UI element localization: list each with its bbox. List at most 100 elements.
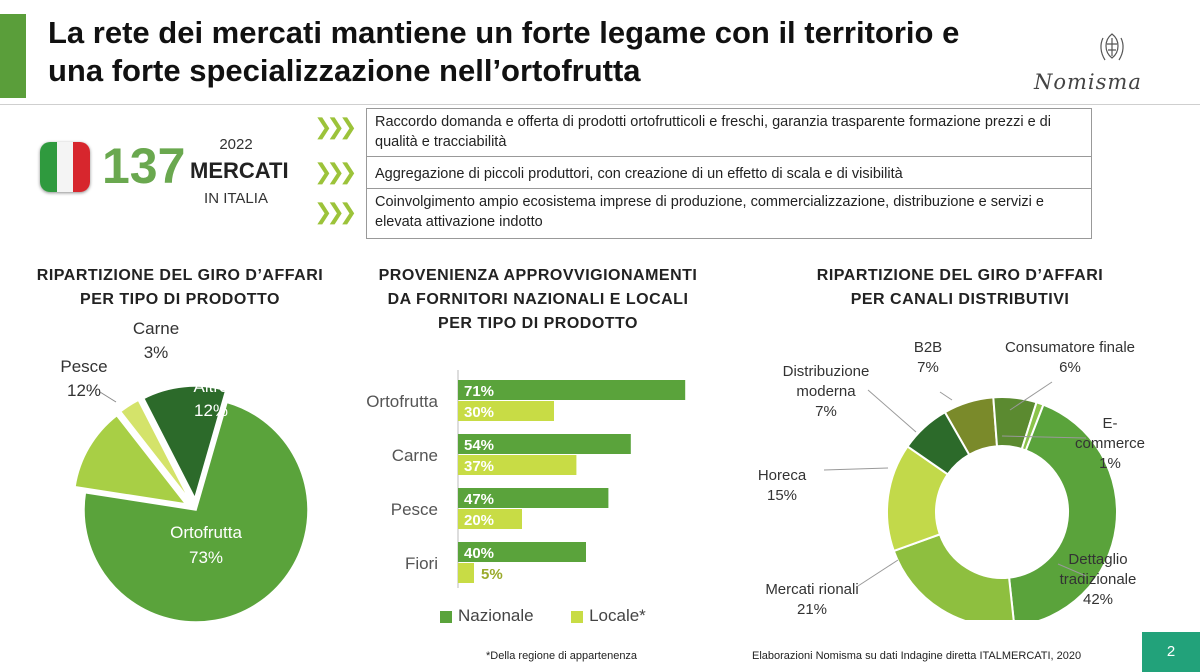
markets-label: MERCATI	[190, 158, 289, 183]
donut-leader-line-1	[939, 391, 953, 401]
donut-value-mercati-rionali: 21%	[797, 601, 827, 618]
donut-leader-line-3	[1001, 435, 1087, 439]
page-title-line-2: una forte specializzazione nell’ortofrut…	[48, 53, 641, 88]
nomisma-logo-emblem	[1100, 33, 1124, 61]
supply-bar-chart: Ortofrutta 71% 30% Carne 54% 37% Pesce 47% 20% Fi…	[366, 370, 686, 588]
pie-slice-ortofrutta	[83, 401, 309, 623]
chart2-title-line-2: DA FORNITORI NAZIONALI E LOCALI	[387, 291, 689, 308]
chart2-title-line-1: PROVENIENZA APPROVVIGIONAMENTI	[378, 267, 698, 284]
bar-label-nazionale-carne: 54%	[464, 437, 494, 454]
donut-label-distribuzione-moderna: Distribuzione	[783, 363, 870, 380]
leader-line-pesce	[99, 391, 117, 403]
pie-value-ortofrutta: 73%	[189, 548, 223, 567]
donut-value-horeca: 15%	[767, 487, 797, 504]
key-point-3: Coinvolgimento ampio ecosistema imprese …	[375, 194, 1044, 230]
footnote: *Della regione di appartenenza	[486, 650, 638, 662]
donut-value-dettaglio-tradizionale: 42%	[1083, 591, 1113, 608]
page-number: 2	[1142, 632, 1200, 672]
pie-value-pesce: 12%	[67, 381, 101, 400]
chart2-title-line-3: PER TIPO DI PRODOTTO	[438, 315, 638, 332]
chart1-title: RIPARTIZIONE DEL GIRO D’AFFARI PER TIPO …	[20, 264, 340, 312]
key-points-box: Raccordo domanda e offerta di prodotti o…	[366, 108, 1092, 239]
donut-label-horeca: Horeca	[758, 467, 807, 484]
chart3-title-line-1: RIPARTIZIONE DEL GIRO D’AFFARI	[816, 267, 1104, 284]
donut-value-b2b: 7%	[917, 359, 939, 376]
donut-value-distribuzione-moderna: 7%	[815, 403, 837, 420]
channel-donut-chart: B2B 7% Consumatore finale 6% E-commerce 1% Det…	[758, 339, 1145, 620]
pie-slice-pesce	[74, 414, 188, 505]
header-divider	[0, 104, 1200, 105]
pie-slice-altro	[142, 385, 227, 501]
bar-category-pesce: Pesce	[391, 500, 438, 519]
donut-label-dettaglio-tradizionale: tradizionale	[1060, 571, 1137, 588]
page-title-line-1: La rete dei mercati mantiene un forte le…	[48, 15, 960, 50]
donut-slice-dettaglio-tradizionale	[1007, 403, 1118, 620]
bar-nazionale-ortofrutta	[458, 380, 686, 400]
bar-label-nazionale-pesce: 47%	[464, 491, 494, 508]
legend-label-nazionale: Nazionale	[458, 606, 534, 625]
pie-label-ortofrutta: Ortofrutta	[170, 523, 242, 542]
key-point-divider	[367, 156, 1091, 157]
bar-locale-pesce	[458, 509, 522, 529]
chevron-right-icon: ❯❯❯	[314, 199, 357, 224]
nomisma-logo-text: Nomisma	[1034, 70, 1142, 94]
page-title: La rete dei mercati mantiene un forte le…	[48, 14, 1008, 90]
pie-slice-carne	[119, 399, 191, 501]
chart1-title-line-1: RIPARTIZIONE DEL GIRO D’AFFARI	[36, 267, 324, 284]
key-point-1: Raccordo domanda e offerta di prodotti o…	[375, 114, 1051, 150]
bar-category-ortofrutta: Ortofrutta	[366, 392, 438, 411]
bar-label-locale-ortofrutta: 30%	[464, 404, 494, 421]
bar-nazionale-fiori	[458, 542, 586, 562]
donut-label-distribuzione-moderna: moderna	[796, 383, 856, 400]
donut-leader-line-6	[823, 467, 889, 471]
pie-label-carne: Carne	[133, 319, 179, 338]
donut-slice-mercati-rionali	[892, 533, 1015, 620]
chevron-right-icon: ❯❯❯	[314, 159, 357, 184]
markets-year: 2022	[219, 136, 253, 153]
bar-label-locale-fiori: 5%	[481, 566, 503, 583]
bar-label-locale-carne: 37%	[464, 458, 494, 475]
bar-locale-ortofrutta	[458, 401, 554, 421]
chart3-title-line-2: PER CANALI DISTRIBUTIVI	[850, 291, 1070, 308]
legend-swatch-nazionale	[440, 610, 452, 623]
donut-value-e-commerce: 1%	[1099, 455, 1121, 472]
donut-leader-line-2	[1009, 381, 1053, 411]
chart3-title: RIPARTIZIONE DEL GIRO D’AFFARI PER CANAL…	[790, 264, 1130, 312]
bar-label-locale-pesce: 20%	[464, 512, 494, 529]
bar-category-carne: Carne	[392, 446, 438, 465]
chart2-title: PROVENIENZA APPROVVIGIONAMENTI DA FORNIT…	[360, 264, 716, 336]
donut-label-e-commerce: commerce	[1075, 435, 1145, 452]
chevron-right-icon: ❯❯❯	[314, 114, 357, 139]
legend-swatch-locale	[571, 610, 584, 623]
product-pie-chart: Ortofrutta 73% Pesce 12% Carne 3% Altro 12%	[60, 319, 309, 623]
donut-label-b2b: B2B	[914, 339, 942, 356]
pie-value-carne: 3%	[144, 343, 169, 362]
pie-label-altro: Altro	[194, 377, 229, 396]
accent-bar	[0, 14, 26, 98]
bar-label-nazionale-ortofrutta: 71%	[464, 383, 494, 400]
donut-label-consumatore-finale: Consumatore finale	[1005, 339, 1135, 356]
bar-category-fiori: Fiori	[405, 554, 438, 573]
donut-label-mercati-rionali: Mercati rionali	[765, 581, 858, 598]
bar-chart-legend: Nazionale Locale*	[440, 606, 710, 626]
bar-locale-carne	[458, 455, 577, 475]
bar-nazionale-carne	[458, 434, 631, 454]
markets-sublabel: IN ITALIA	[204, 190, 268, 207]
markets-count: 137	[102, 138, 186, 194]
key-point-2: Aggregazione di piccoli produttori, con …	[375, 166, 903, 182]
chart1-title-line-2: PER TIPO DI PRODOTTO	[80, 291, 280, 308]
donut-leader-line-5	[857, 559, 899, 587]
key-point-divider	[367, 188, 1091, 189]
pie-value-altro: 12%	[194, 401, 228, 420]
donut-label-dettaglio-tradizionale: Dettaglio	[1068, 551, 1127, 568]
legend-label-locale: Locale*	[589, 606, 646, 625]
donut-value-consumatore-finale: 6%	[1059, 359, 1081, 376]
donut-label-e-commerce: E-	[1103, 415, 1118, 432]
donut-leader-line-7	[867, 389, 917, 433]
pie-label-pesce: Pesce	[60, 357, 107, 376]
bar-locale-fiori	[458, 563, 474, 583]
donut-leader-line-4	[1057, 563, 1087, 577]
bar-nazionale-pesce	[458, 488, 609, 508]
italy-flag-icon	[40, 142, 90, 192]
donut-slice-distribuzione-moderna	[906, 410, 971, 476]
